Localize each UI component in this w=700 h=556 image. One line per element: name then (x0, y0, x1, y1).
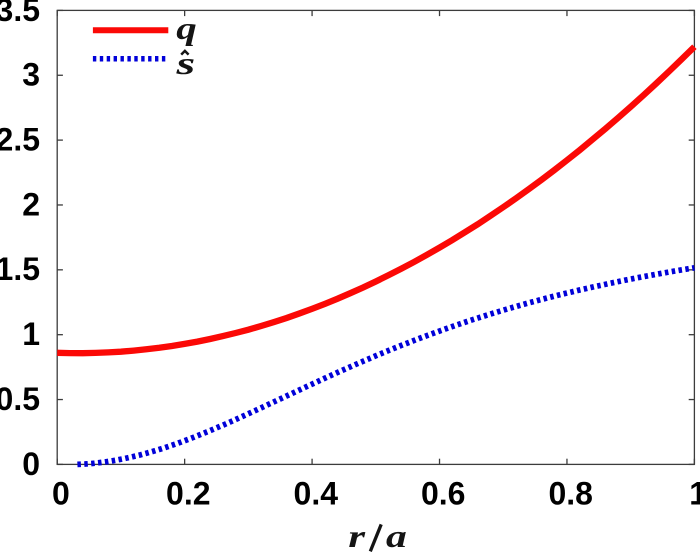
svg-text:1: 1 (22, 316, 40, 352)
svg-text:a: a (386, 519, 407, 554)
svg-text:s: s (175, 46, 195, 81)
svg-text:0.2: 0.2 (166, 476, 210, 512)
svg-text:3.5: 3.5 (0, 0, 40, 28)
svg-text:1.5: 1.5 (0, 251, 40, 287)
svg-text:2: 2 (22, 186, 40, 222)
svg-text:2.5: 2.5 (0, 122, 40, 158)
svg-text:0.8: 0.8 (548, 476, 592, 512)
svg-text:0: 0 (52, 476, 70, 512)
svg-text:1: 1 (689, 476, 700, 512)
svg-text:0: 0 (22, 446, 40, 482)
svg-text:q: q (176, 10, 196, 46)
svg-text:0.5: 0.5 (0, 381, 40, 417)
svg-text:r: r (348, 519, 366, 554)
svg-text:0.6: 0.6 (421, 476, 465, 512)
svg-text:3: 3 (22, 57, 40, 93)
svg-text:0.4: 0.4 (294, 476, 339, 512)
